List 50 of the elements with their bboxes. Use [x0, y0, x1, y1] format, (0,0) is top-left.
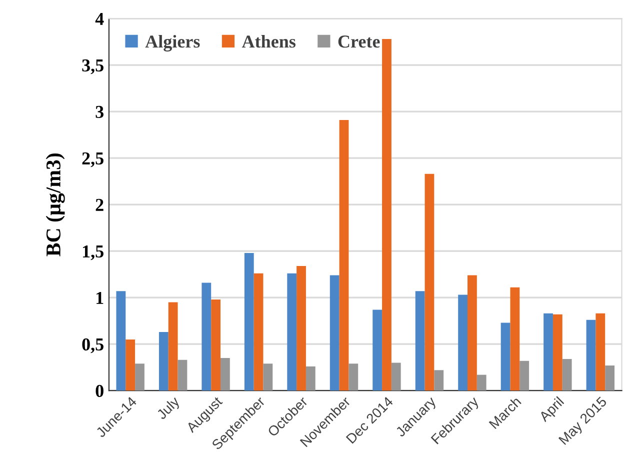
- bar: [424, 174, 434, 391]
- bar: [434, 370, 444, 391]
- bar: [220, 358, 230, 391]
- bar: [382, 39, 392, 391]
- bar: [586, 320, 596, 391]
- legend-label: Athens: [242, 34, 296, 48]
- bar: [468, 275, 477, 391]
- y-tick-label: 2: [96, 198, 104, 211]
- bar: [596, 313, 606, 391]
- y-tick-label: 0: [96, 384, 104, 398]
- bar: [605, 365, 615, 391]
- bar: [544, 313, 553, 391]
- bar: [415, 291, 425, 391]
- bar: [306, 366, 316, 391]
- bar: [126, 339, 136, 391]
- legend-label: Algiers: [145, 34, 200, 52]
- y-tick-label: 1,5: [82, 245, 104, 260]
- bar: [552, 314, 562, 391]
- x-tick-label: July: [156, 395, 182, 422]
- bar: [348, 364, 358, 391]
- bar: [391, 362, 401, 391]
- bar: [339, 120, 349, 391]
- bar: [500, 322, 510, 391]
- bar: [168, 302, 178, 391]
- bar: [476, 374, 486, 391]
- bar: [254, 273, 264, 391]
- bar: [330, 275, 340, 391]
- bar: [178, 360, 188, 391]
- bar: [562, 358, 572, 391]
- legend-label: Crete: [338, 36, 380, 48]
- bar: [520, 360, 530, 391]
- bar: [135, 364, 144, 391]
- y-tick-label: 0,5: [82, 338, 104, 354]
- bar: [202, 282, 212, 391]
- bar: [211, 299, 221, 391]
- y-tick-label: 3,5: [82, 59, 104, 74]
- bar: [116, 291, 126, 391]
- y-axis-title: BC (µg/m3): [46, 154, 65, 256]
- bar: [372, 310, 382, 391]
- y-tick-label: 1: [96, 292, 104, 304]
- y-tick-label: 3: [96, 106, 104, 118]
- bar: [458, 294, 468, 391]
- bar: [244, 252, 254, 391]
- bar: [287, 273, 297, 391]
- bar: [158, 332, 168, 391]
- y-tick-label: 4: [95, 12, 104, 25]
- y-tick-label: 2,5: [82, 152, 104, 168]
- bar: [510, 287, 520, 391]
- bar: [263, 364, 273, 391]
- bar: [296, 266, 306, 391]
